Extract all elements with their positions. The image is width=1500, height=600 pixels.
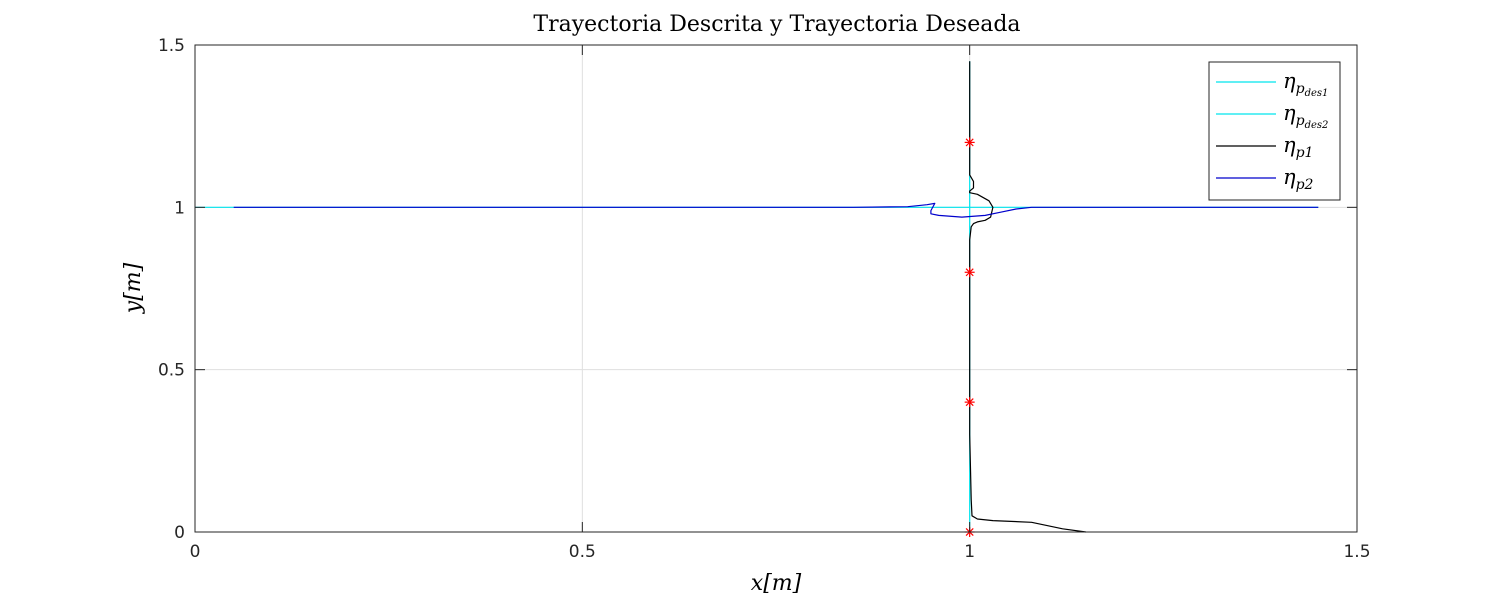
legend-label-p2: ηp2 (1283, 165, 1314, 193)
waypoint-marker (964, 397, 975, 408)
waypoint-marker (964, 137, 975, 148)
x-tick-label: 0.5 (569, 542, 596, 562)
plot-area-frame (194, 44, 1358, 533)
x-axis-label: x[m] (751, 571, 802, 596)
axis-ticks: 0 0.5 1 1.5 0 0.5 1 1.5 (158, 36, 1371, 562)
x-tick-label: 1.5 (1343, 542, 1370, 562)
chart-title: Trayectoria Descrita y Trayectoria Desea… (533, 12, 1020, 37)
grid (195, 45, 1357, 532)
legend-box (1208, 61, 1341, 201)
legend-label-p1: ηp1 (1283, 133, 1313, 161)
series-line-p2 (233, 202, 1319, 218)
legend-label-des1: ηpdes1 (1283, 69, 1328, 99)
y-tick-label: 1 (174, 198, 185, 218)
y-axis-label: y[m] (121, 262, 146, 314)
y-tick-label: 0 (174, 523, 185, 543)
x-tick-label: 1 (964, 542, 975, 562)
x-tick-label: 0 (190, 542, 201, 562)
y-tick-label: 1.5 (158, 36, 185, 56)
y-tick-label: 0.5 (158, 361, 185, 381)
series-line-p1 (969, 61, 1086, 533)
waypoint-marker (964, 267, 975, 278)
legend-label-des2: ηpdes2 (1283, 101, 1328, 131)
series-layer (195, 61, 1319, 533)
marker-layer (964, 137, 975, 537)
